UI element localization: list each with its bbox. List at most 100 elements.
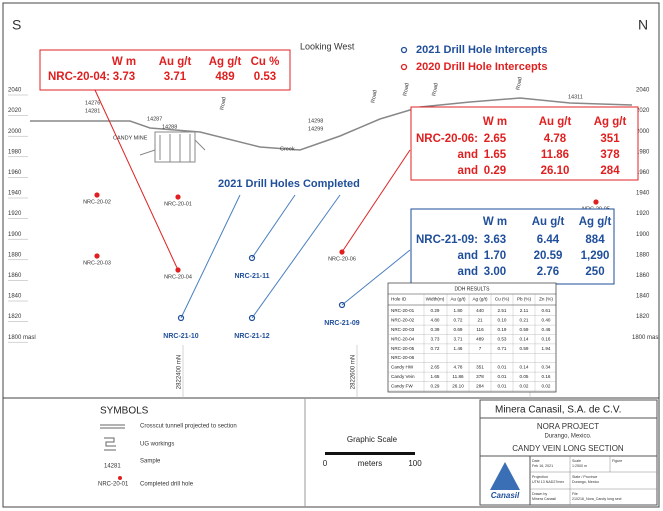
label: DDH RESULTS (455, 286, 491, 292)
label: NRC-20-02 (83, 199, 111, 205)
label: meters (358, 459, 382, 468)
label: NRC-21-09: (416, 234, 478, 246)
label: CANDY MINE (113, 135, 148, 141)
label: 1840 (8, 294, 22, 300)
label: Width(m) (426, 297, 445, 302)
label: NRC-20-01 (98, 482, 129, 488)
label: Date (532, 459, 540, 463)
label: 21 (477, 318, 483, 323)
label: 1.65 (431, 374, 440, 379)
label: 0 (323, 459, 328, 468)
label: 1880 (8, 252, 22, 258)
label: and (458, 149, 478, 161)
label: Ag (g/t) (472, 297, 488, 302)
label: 14281 (104, 464, 121, 470)
sym-ug (104, 437, 116, 451)
label: 14288 (162, 124, 177, 130)
label: Scale (572, 459, 581, 463)
drill-hole (175, 267, 181, 273)
label: 3.71 (454, 336, 463, 341)
label: UTM 13 NAD27mex (532, 480, 564, 484)
label: 284 (600, 165, 620, 177)
label: 1800 masl (632, 335, 660, 341)
label: 0.72 (454, 318, 463, 323)
label: 2020 (636, 108, 650, 114)
label: 0.14 (520, 336, 529, 341)
label: Completed drill hole (140, 482, 194, 488)
label: Candy Vein (391, 374, 415, 379)
label: S (12, 17, 21, 33)
label: 1.94 (542, 346, 551, 351)
drill-hole (175, 194, 181, 200)
label: Ag g/t (594, 116, 627, 128)
label: 0.16 (542, 374, 551, 379)
label: NRC-21-09 (324, 320, 360, 327)
label: 378 (600, 149, 620, 161)
drill-trace (94, 89, 179, 271)
label: 26.10 (541, 165, 570, 177)
label: 489 (476, 336, 484, 341)
label: CANDY VEIN LONG SECTION (512, 444, 624, 453)
label: NRC-20-04 (164, 274, 192, 280)
label: 1820 (8, 314, 22, 320)
drill-hole (94, 253, 100, 259)
label: 4.78 (454, 365, 463, 370)
label: Minera Canasil, S.A. de C.V. (495, 405, 621, 416)
label: 0.29 (431, 308, 440, 313)
label: 26.10 (452, 383, 464, 388)
label: Graphic Scale (347, 435, 398, 444)
label: 2.11 (520, 308, 529, 313)
drill-trace (180, 194, 241, 319)
label: 0.01 (498, 383, 507, 388)
label: Hole ID (391, 297, 407, 302)
label: W m (483, 216, 507, 228)
label: Au (g/t) (450, 297, 466, 302)
drill-hole (94, 192, 100, 198)
drill-hole (177, 314, 185, 322)
label: 2040 (636, 88, 650, 94)
label: Figure (612, 459, 622, 463)
label: Canasil (491, 491, 520, 500)
label: NRC-20-01 (391, 308, 415, 313)
label: 284 (476, 383, 484, 388)
label: NRC-20-03 (391, 327, 415, 332)
logo-mark (490, 462, 520, 490)
label: 884 (585, 234, 605, 246)
label: 2.65 (431, 365, 440, 370)
label: NRC-21-12 (234, 333, 270, 340)
label: SYMBOLS (100, 406, 149, 417)
label: 2.51 (498, 308, 507, 313)
ug-workings (139, 131, 206, 163)
label: Creek (280, 146, 295, 152)
drill-hole (248, 314, 256, 322)
label: Au g/t (539, 116, 572, 128)
label: 100 (408, 459, 422, 468)
label: 378 (476, 374, 484, 379)
scale-bar (325, 452, 415, 455)
label: 0.59 (520, 327, 529, 332)
label: 2822600 mN (351, 355, 357, 389)
label: 2040 (8, 88, 22, 94)
label: 20.59 (534, 250, 563, 262)
label: NRC-20-05 (391, 346, 415, 351)
label: 1800 masl (8, 335, 36, 341)
label: 0.14 (520, 365, 529, 370)
label: 0.02 (542, 383, 551, 388)
label: W m (483, 116, 507, 128)
label: 1860 (636, 273, 650, 279)
label: NRC-20-01 (164, 201, 192, 207)
sym-hole (118, 476, 122, 480)
label: NRC-20-06 (328, 256, 356, 262)
label: 351 (476, 365, 484, 370)
label: Looking West (300, 41, 355, 51)
label: 4.80 (431, 318, 440, 323)
label: 2020 Drill Hole Intercepts (416, 61, 547, 73)
label: 116 (476, 327, 484, 332)
drill-trace (251, 194, 296, 259)
label: 1980 (8, 149, 22, 155)
label: and (458, 165, 478, 177)
label: 14287 (147, 116, 162, 122)
label: Drawn by (532, 492, 547, 496)
label: 1.70 (484, 250, 506, 262)
